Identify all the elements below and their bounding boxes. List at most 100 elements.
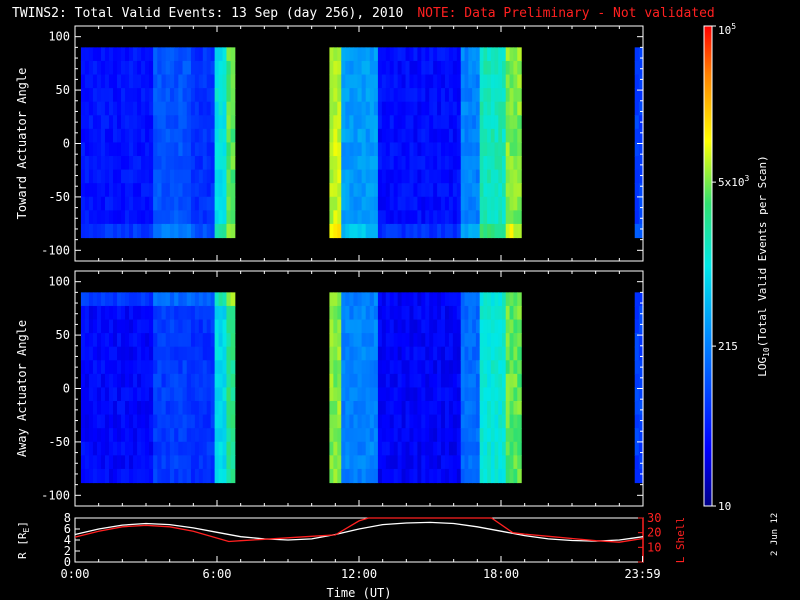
heatmap-cell: [84, 292, 90, 307]
heatmap-cell: [452, 47, 458, 62]
heatmap-cell: [498, 292, 503, 307]
heatmap-cell: [441, 142, 446, 157]
heatmap-cell: [373, 128, 379, 144]
heatmap-cell: [413, 373, 418, 389]
heatmap-cell: [133, 441, 138, 456]
heatmap-cell: [100, 333, 106, 348]
heatmap-cell: [361, 128, 367, 144]
heatmap-cell: [178, 210, 184, 225]
heatmap-cell: [129, 115, 134, 130]
heatmap-cell: [377, 142, 383, 157]
heatmap-cell: [405, 47, 411, 62]
heatmap-cell: [345, 115, 351, 130]
heatmap-cell: [401, 128, 407, 144]
heatmap-cell: [174, 414, 179, 429]
heatmap-cell: [405, 360, 411, 375]
heatmap-cell: [472, 74, 477, 89]
heatmap-cell: [125, 414, 130, 429]
heatmap-cell: [108, 128, 114, 144]
heatmap-cell: [206, 88, 212, 103]
heatmap-cell: [513, 441, 518, 456]
heatmap-cell: [161, 360, 167, 375]
heatmap-cell: [186, 319, 192, 334]
heatmap-cell: [141, 360, 146, 375]
heatmap-cell: [329, 88, 334, 103]
heatmap-cell: [341, 210, 346, 225]
heatmap-cell: [133, 319, 138, 334]
heatmap-cell: [137, 414, 142, 429]
heatmap-cell: [634, 47, 640, 62]
heatmap-cell: [141, 196, 146, 211]
heatmap-cell: [393, 156, 399, 171]
heatmap-cell: [100, 210, 106, 225]
heatmap-cell: [475, 142, 481, 157]
heatmap-cell: [475, 292, 481, 307]
heatmap-cell: [361, 142, 367, 157]
heatmap-cell: [505, 88, 511, 103]
heatmap-cell: [153, 305, 158, 321]
heatmap-cell: [468, 414, 473, 429]
heatmap-cell: [141, 468, 146, 484]
heatmap-cell: [437, 319, 442, 334]
heatmap-cell: [479, 128, 485, 144]
heatmap-cell: [141, 142, 146, 157]
heatmap-cell: [502, 401, 507, 416]
heatmap-cell: [513, 101, 518, 116]
heatmap-cell: [634, 319, 640, 334]
heatmap-cell: [92, 455, 98, 470]
heatmap-cell: [157, 441, 163, 456]
heatmap-cell: [417, 74, 422, 89]
heatmap-cell: [509, 319, 515, 334]
heatmap-cell: [161, 47, 167, 62]
heatmap-cell: [186, 169, 192, 184]
heatmap-cell: [157, 74, 163, 89]
heatmap-cell: [161, 292, 167, 307]
heatmap-cell: [194, 60, 200, 76]
heatmap-cell: [389, 387, 395, 402]
y-tick-label: 0: [63, 137, 70, 151]
heatmap-cell: [429, 74, 434, 89]
heatmap-cell: [425, 373, 430, 389]
heatmap-cell: [121, 346, 126, 361]
heatmap-cell: [174, 387, 179, 402]
heatmap-cell: [357, 88, 363, 103]
heatmap-cell: [456, 47, 462, 62]
heatmap-cell: [141, 101, 146, 116]
heatmap-cell: [186, 455, 192, 470]
heatmap-cell: [88, 414, 94, 429]
heatmap-cell: [389, 169, 395, 184]
heatmap-cell: [182, 47, 188, 62]
heatmap-cell: [389, 292, 395, 307]
heatmap-cell: [385, 169, 391, 184]
heatmap-cell: [634, 183, 640, 198]
heatmap-cell: [174, 360, 179, 375]
heatmap-cell: [149, 183, 154, 198]
heatmap-cell: [333, 455, 338, 470]
heatmap-cell: [464, 455, 469, 470]
heatmap-cell: [389, 455, 395, 470]
heatmap-cell: [337, 223, 342, 239]
heatmap-cell: [479, 414, 485, 429]
heatmap-cell: [230, 455, 236, 470]
heatmap-cell: [448, 142, 454, 157]
heatmap-cell: [377, 88, 383, 103]
heatmap-cell: [409, 292, 415, 307]
heatmap-cell: [509, 305, 515, 321]
heatmap-cell: [433, 156, 438, 171]
heatmap-cell: [433, 360, 438, 375]
heatmap-cell: [88, 169, 94, 184]
heatmap-cell: [329, 60, 334, 76]
heatmap-cell: [361, 292, 367, 307]
heatmap-cell: [405, 319, 411, 334]
heatmap-cell: [517, 183, 522, 198]
heatmap-cell: [218, 210, 224, 225]
heatmap-cell: [182, 373, 188, 389]
heatmap-cell: [96, 169, 102, 184]
heatmap-cell: [638, 441, 644, 456]
heatmap-cell: [456, 115, 462, 130]
heatmap-cell: [133, 74, 138, 89]
heatmap-cell: [509, 223, 515, 239]
heatmap-cell: [401, 60, 407, 76]
heatmap-cell: [141, 373, 146, 389]
heatmap-cell: [441, 115, 446, 130]
